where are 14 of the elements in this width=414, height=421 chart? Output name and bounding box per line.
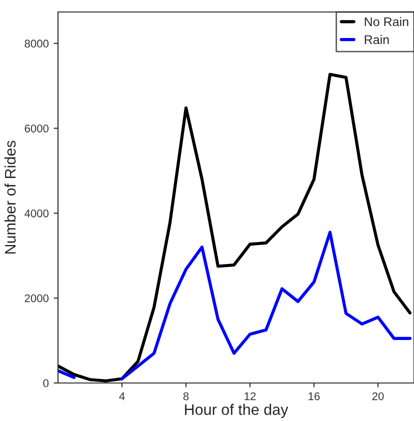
y-tick-label: 4000 — [24, 209, 49, 218]
legend-label: No Rain — [364, 17, 408, 26]
y-tick-label: 2000 — [24, 294, 49, 302]
x-axis-title: Hour of the day — [185, 404, 288, 418]
y-tick-label: 6000 — [24, 124, 49, 132]
y-axis-title: Number of Rides — [4, 140, 16, 254]
x-tick-label: 16 — [308, 392, 320, 400]
y-tick-label: 8000 — [24, 40, 49, 48]
x-tick-label: 12 — [244, 392, 256, 400]
x-tick-label: 8 — [183, 392, 189, 400]
x-tick-label: 4 — [119, 392, 125, 400]
legend-label: Rain — [364, 34, 389, 44]
x-tick-label: 20 — [372, 392, 384, 400]
y-tick-label: 0 — [43, 379, 49, 388]
